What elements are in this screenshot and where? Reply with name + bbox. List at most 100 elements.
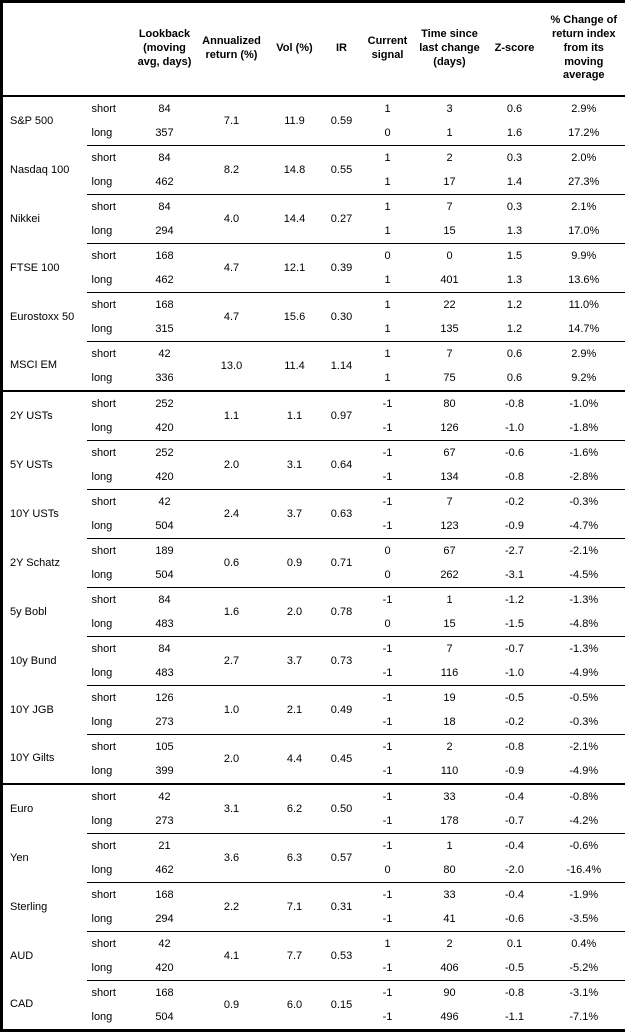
pct-change-value: -0.8% [543, 784, 625, 809]
col-header-current-signal: Current signal [363, 2, 413, 96]
lookback-value: 42 [135, 931, 195, 956]
current-signal-value: -1 [363, 734, 413, 759]
current-signal-value: -1 [363, 784, 413, 809]
zscore-value: -0.7 [487, 809, 543, 834]
side-label: short [87, 440, 135, 465]
zscore-value: -0.2 [487, 489, 543, 514]
pct-change-value: -4.9% [543, 661, 625, 686]
col-header-side [87, 2, 135, 96]
zscore-value: -0.6 [487, 907, 543, 932]
time-since-last-change-value: 262 [413, 563, 487, 588]
current-signal-value: -1 [363, 514, 413, 539]
instrument-name-cell: Nasdaq 100 [2, 145, 87, 194]
lookback-value: 42 [135, 784, 195, 809]
current-signal-value: -1 [363, 956, 413, 981]
pct-change-value: -3.1% [543, 980, 625, 1005]
zscore-value: -0.5 [487, 956, 543, 981]
vol-value: 6.3 [269, 833, 321, 882]
current-signal-value: -1 [363, 1005, 413, 1031]
side-label: long [87, 809, 135, 834]
current-signal-value: 0 [363, 121, 413, 146]
ir-value: 0.57 [321, 833, 363, 882]
zscore-value: 1.5 [487, 243, 543, 268]
current-signal-value: 1 [363, 268, 413, 293]
zscore-value: 0.1 [487, 931, 543, 956]
vol-value: 14.4 [269, 194, 321, 243]
side-label: short [87, 538, 135, 563]
time-since-last-change-value: 90 [413, 980, 487, 1005]
annualized-return-value: 4.0 [195, 194, 269, 243]
zscore-value: 1.2 [487, 292, 543, 317]
current-signal-value: -1 [363, 833, 413, 858]
instrument-name-cell: 5y Bobl [2, 587, 87, 636]
pct-change-value: -4.2% [543, 809, 625, 834]
current-signal-value: 1 [363, 96, 413, 121]
side-label: long [87, 465, 135, 490]
ir-value: 0.39 [321, 243, 363, 292]
side-label: long [87, 858, 135, 883]
zscore-value: -1.5 [487, 612, 543, 637]
lookback-value: 105 [135, 734, 195, 759]
current-signal-value: -1 [363, 440, 413, 465]
zscore-value: -3.1 [487, 563, 543, 588]
ir-value: 0.15 [321, 980, 363, 1030]
current-signal-value: 1 [363, 317, 413, 342]
time-since-last-change-value: 7 [413, 194, 487, 219]
pct-change-value: 9.2% [543, 366, 625, 391]
side-label: short [87, 587, 135, 612]
annualized-return-value: 13.0 [195, 341, 269, 391]
lookback-value: 420 [135, 416, 195, 441]
zscore-value: -0.8 [487, 465, 543, 490]
vol-value: 2.0 [269, 587, 321, 636]
pct-change-value: -16.4% [543, 858, 625, 883]
side-label: long [87, 907, 135, 932]
time-since-last-change-value: 15 [413, 219, 487, 244]
zscore-value: -0.4 [487, 833, 543, 858]
time-since-last-change-value: 126 [413, 416, 487, 441]
vol-value: 3.7 [269, 636, 321, 685]
ir-value: 0.73 [321, 636, 363, 685]
col-header-vol: Vol (%) [269, 2, 321, 96]
vol-value: 0.9 [269, 538, 321, 587]
lookback-value: 189 [135, 538, 195, 563]
ir-value: 0.78 [321, 587, 363, 636]
ir-value: 0.71 [321, 538, 363, 587]
current-signal-value: -1 [363, 809, 413, 834]
instrument-name-cell: 10Y Gilts [2, 734, 87, 784]
zscore-value: -1.1 [487, 1005, 543, 1031]
vol-value: 11.9 [269, 96, 321, 146]
time-since-last-change-value: 22 [413, 292, 487, 317]
current-signal-value: 0 [363, 612, 413, 637]
zscore-value: -0.8 [487, 391, 543, 416]
time-since-last-change-value: 123 [413, 514, 487, 539]
current-signal-value: 0 [363, 243, 413, 268]
current-signal-value: -1 [363, 416, 413, 441]
time-since-last-change-value: 1 [413, 833, 487, 858]
col-header-time-since-last-change: Time since last change (days) [413, 2, 487, 96]
lookback-value: 357 [135, 121, 195, 146]
pct-change-value: -1.9% [543, 882, 625, 907]
side-label: short [87, 833, 135, 858]
zscore-value: -0.9 [487, 759, 543, 784]
vol-value: 3.7 [269, 489, 321, 538]
zscore-value: 0.3 [487, 145, 543, 170]
pct-change-value: 11.0% [543, 292, 625, 317]
instrument-name-cell: CAD [2, 980, 87, 1030]
zscore-value: -2.7 [487, 538, 543, 563]
side-label: short [87, 96, 135, 121]
side-label: long [87, 317, 135, 342]
pct-change-value: -0.6% [543, 833, 625, 858]
lookback-value: 84 [135, 194, 195, 219]
pct-change-value: -0.3% [543, 489, 625, 514]
pct-change-value: 9.9% [543, 243, 625, 268]
instrument-name-cell: 2Y USTs [2, 391, 87, 441]
